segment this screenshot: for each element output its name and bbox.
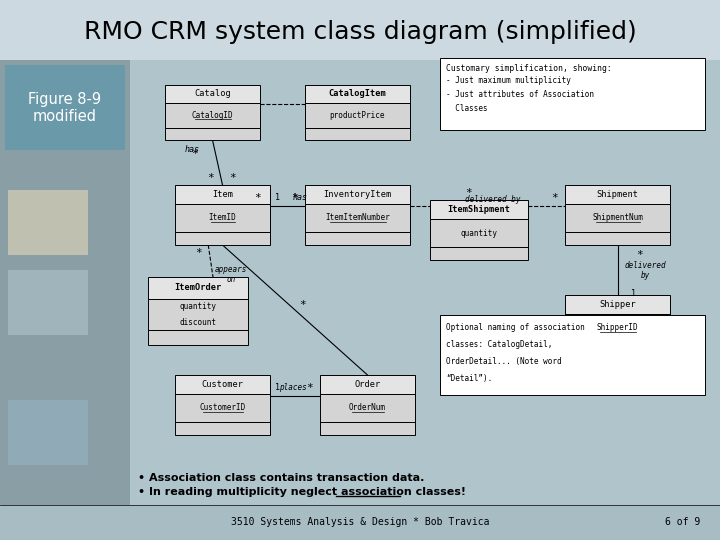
Text: Item: Item: [212, 190, 233, 199]
Bar: [565, 295, 670, 314]
Bar: [175, 232, 270, 245]
Bar: [175, 375, 270, 394]
Text: Catalog: Catalog: [194, 89, 231, 98]
Text: *: *: [195, 248, 202, 258]
Text: on: on: [226, 274, 235, 284]
Bar: [165, 85, 260, 103]
Text: CatalogID: CatalogID: [192, 111, 233, 120]
Bar: [430, 247, 528, 260]
Text: 1: 1: [631, 288, 636, 298]
Bar: [565, 185, 670, 204]
Bar: [305, 204, 410, 232]
Text: CatalogItem: CatalogItem: [328, 89, 387, 98]
Text: - Just attributes of Association: - Just attributes of Association: [446, 90, 594, 99]
Text: appears: appears: [215, 265, 247, 273]
Bar: [148, 277, 248, 299]
Bar: [430, 200, 528, 219]
Text: ItemItemNumber: ItemItemNumber: [325, 213, 390, 222]
Text: delivered by: delivered by: [464, 195, 521, 205]
Text: ItemShipment: ItemShipment: [448, 205, 510, 214]
Bar: [305, 232, 410, 245]
Bar: [305, 128, 410, 140]
Text: *: *: [292, 193, 298, 203]
Bar: [165, 128, 260, 140]
Text: ShipmentNum: ShipmentNum: [592, 213, 643, 222]
Bar: [0, 0, 720, 60]
Text: RMO CRM system class diagram (simplified): RMO CRM system class diagram (simplified…: [84, 20, 636, 44]
Text: Classes: Classes: [446, 104, 487, 113]
Bar: [8, 270, 88, 335]
Bar: [130, 60, 720, 505]
Text: - Just maximum multiplicity: - Just maximum multiplicity: [446, 76, 571, 85]
Bar: [0, 505, 720, 540]
Text: quantity: quantity: [179, 302, 217, 311]
Text: • Association class contains transaction data.: • Association class contains transaction…: [138, 473, 424, 483]
Bar: [165, 103, 260, 128]
Bar: [175, 204, 270, 232]
Text: has: has: [292, 193, 307, 202]
Text: *: *: [466, 188, 472, 198]
Bar: [320, 394, 415, 422]
Text: has: has: [185, 145, 200, 154]
Bar: [440, 315, 705, 395]
Text: *: *: [307, 383, 313, 393]
Text: places: places: [279, 383, 307, 393]
Text: OrderDetail... (Note word: OrderDetail... (Note word: [446, 357, 562, 366]
Text: OrderNum: OrderNum: [349, 403, 386, 413]
Text: Customary simplification, showing:: Customary simplification, showing:: [446, 64, 612, 73]
Text: quantity: quantity: [461, 228, 498, 238]
Bar: [175, 185, 270, 204]
Bar: [148, 330, 248, 345]
Bar: [148, 299, 248, 330]
Bar: [305, 185, 410, 204]
Text: delivered: delivered: [625, 260, 666, 269]
Text: *: *: [207, 173, 214, 183]
Text: *: *: [191, 150, 198, 159]
Bar: [175, 422, 270, 435]
Bar: [430, 219, 528, 247]
Text: 1: 1: [276, 193, 281, 202]
Bar: [8, 190, 88, 255]
Text: productPrice: productPrice: [330, 111, 385, 120]
Text: 3510 Systems Analysis & Design * Bob Travica: 3510 Systems Analysis & Design * Bob Tra…: [230, 517, 490, 527]
Text: • In reading multiplicity neglect association classes!: • In reading multiplicity neglect associ…: [138, 487, 466, 497]
Text: ShipperID: ShipperID: [597, 323, 639, 333]
Text: Shipment: Shipment: [596, 190, 639, 199]
Bar: [565, 342, 670, 355]
Bar: [175, 394, 270, 422]
Bar: [320, 375, 415, 394]
Bar: [305, 103, 410, 128]
Bar: [0, 60, 130, 505]
Bar: [565, 314, 670, 342]
Text: classes: CatalogDetail,: classes: CatalogDetail,: [446, 340, 552, 349]
Text: InventoryItem: InventoryItem: [323, 190, 392, 199]
Text: Order: Order: [354, 380, 381, 389]
Text: Shipper: Shipper: [599, 300, 636, 309]
Text: Optional naming of association: Optional naming of association: [446, 323, 585, 332]
Text: *: *: [255, 193, 261, 203]
Text: Customer: Customer: [202, 380, 243, 389]
Text: discount: discount: [179, 318, 217, 327]
Bar: [565, 204, 670, 232]
Text: *: *: [300, 300, 307, 310]
Bar: [305, 85, 410, 103]
Text: Figure 8-9
modified: Figure 8-9 modified: [28, 92, 102, 124]
Text: CustomerID: CustomerID: [199, 403, 246, 413]
Bar: [565, 232, 670, 245]
Bar: [320, 422, 415, 435]
Bar: [5, 65, 125, 150]
Text: 6 of 9: 6 of 9: [665, 517, 700, 527]
Text: “Detail”).: “Detail”).: [446, 374, 492, 383]
Text: by: by: [641, 271, 650, 280]
Text: *: *: [552, 193, 559, 203]
Bar: [440, 58, 705, 130]
Text: 1: 1: [276, 383, 281, 393]
Text: *: *: [229, 173, 236, 183]
Text: ItemID: ItemID: [209, 213, 236, 222]
Bar: [8, 400, 88, 465]
Text: *: *: [636, 250, 643, 260]
Text: ItemOrder: ItemOrder: [174, 284, 222, 292]
